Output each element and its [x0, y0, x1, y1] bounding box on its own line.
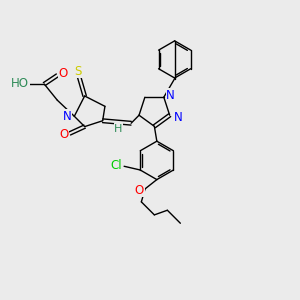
Text: O: O [135, 184, 144, 196]
Text: H: H [114, 124, 123, 134]
Text: O: O [59, 128, 68, 142]
Text: N: N [63, 110, 72, 123]
Text: S: S [74, 65, 81, 78]
Text: N: N [166, 89, 175, 102]
Text: HO: HO [11, 76, 29, 90]
Text: N: N [174, 111, 183, 124]
Text: O: O [58, 68, 68, 80]
Text: Cl: Cl [111, 158, 122, 172]
